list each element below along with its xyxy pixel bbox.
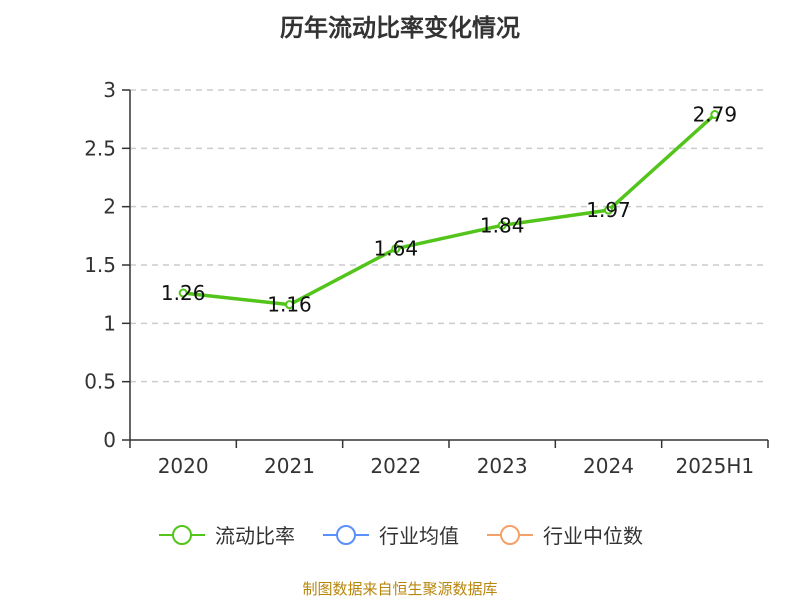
y-tick-label: 2 bbox=[103, 195, 116, 219]
data-label: 1.16 bbox=[267, 293, 312, 317]
data-point bbox=[497, 220, 507, 230]
y-tick-label: 1.5 bbox=[84, 253, 116, 277]
data-label: 1.97 bbox=[586, 198, 631, 222]
data-point bbox=[710, 110, 720, 119]
data-point bbox=[285, 300, 294, 310]
legend-label: 行业均值 bbox=[379, 524, 459, 548]
legend-line-circle-icon bbox=[487, 524, 533, 545]
data-label: 1.26 bbox=[161, 281, 206, 305]
y-tick-label: 3 bbox=[103, 78, 116, 102]
x-tick-label: 2021 bbox=[264, 454, 315, 478]
y-axis-ticks: 0 0.5 1 1.5 2 2.5 3 bbox=[84, 78, 130, 452]
data-label: 2.79 bbox=[693, 103, 738, 127]
x-tick-label: 2020 bbox=[158, 454, 209, 478]
data-label: 1.84 bbox=[480, 213, 525, 237]
x-tick-label: 2025H1 bbox=[675, 454, 754, 478]
legend: 流动比率 行业均值 行业中位数 bbox=[0, 520, 800, 549]
chart-title: 历年流动比率变化情况 bbox=[280, 14, 520, 42]
grid-lines bbox=[130, 89, 768, 383]
data-labels: 1.26 1.16 1.64 1.84 1.97 2.79 bbox=[161, 103, 737, 317]
x-tick-label: 2022 bbox=[370, 454, 421, 478]
legend-label: 流动比率 bbox=[215, 524, 295, 548]
data-point bbox=[178, 288, 188, 298]
series-line bbox=[182, 113, 717, 307]
legend-label: 行业中位数 bbox=[543, 524, 643, 548]
y-tick-label: 0 bbox=[103, 428, 116, 452]
x-tick-label: 2024 bbox=[583, 454, 634, 478]
legend-item[interactable]: 行业均值 bbox=[321, 520, 459, 549]
legend-line-circle-icon bbox=[159, 524, 205, 545]
legend-item[interactable]: 行业中位数 bbox=[485, 520, 643, 549]
source-note: 制图数据来自恒生聚源数据库 bbox=[302, 580, 498, 598]
line-chart: 0 0.5 1 1.5 2 2.5 3 2020 2021 2022 2023 2024 2025H1… bbox=[84, 78, 769, 478]
x-axis-ticks: 2020 2021 2022 2023 2024 2025H1 bbox=[129, 440, 769, 478]
series-layer bbox=[178, 110, 720, 310]
data-point bbox=[391, 244, 401, 254]
y-tick-label: 2.5 bbox=[84, 136, 116, 160]
x-tick-label: 2023 bbox=[477, 454, 528, 478]
legend-line-circle-icon bbox=[323, 524, 369, 545]
y-tick-label: 1 bbox=[103, 311, 116, 335]
y-tick-label: 0.5 bbox=[84, 370, 116, 394]
data-point bbox=[604, 205, 613, 215]
data-label: 1.64 bbox=[374, 237, 419, 261]
legend-item[interactable]: 流动比率 bbox=[157, 520, 295, 549]
